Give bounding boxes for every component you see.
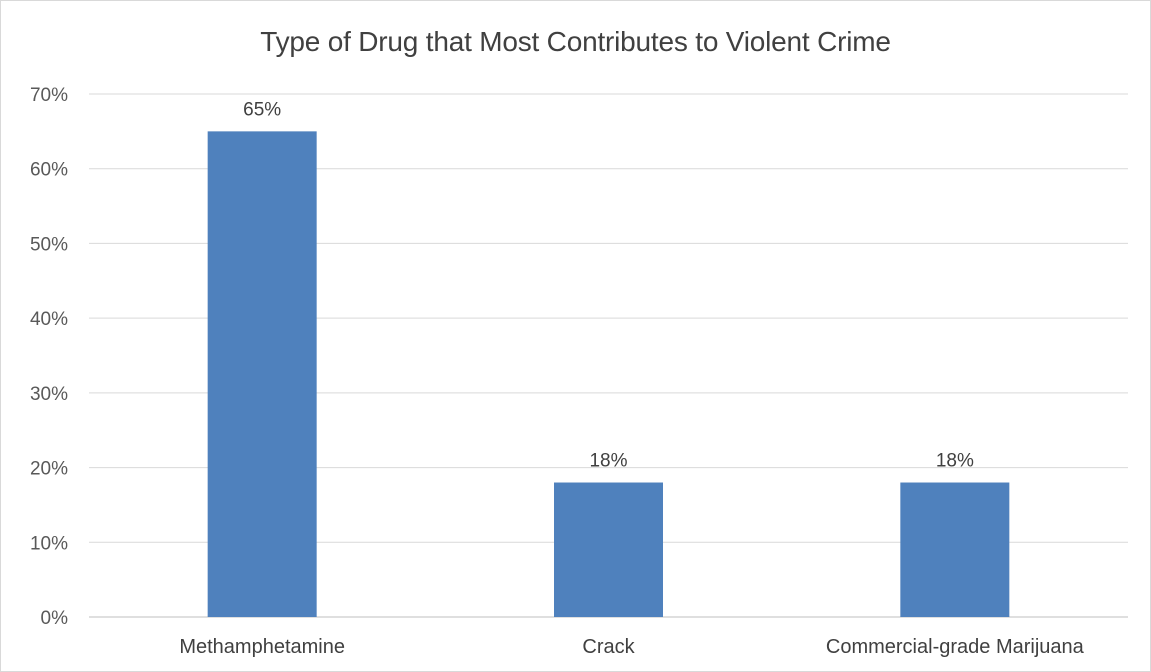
category-label: Methamphetamine (179, 636, 345, 658)
data-label: 65% (243, 99, 281, 120)
chart-title: Type of Drug that Most Contributes to Vi… (260, 26, 891, 57)
y-tick-label: 60% (30, 160, 68, 181)
x-axis-categories: Methamphetamine Crack Commercial-grade Mar… (179, 636, 1084, 658)
y-tick-label: 10% (30, 533, 68, 554)
data-labels: 65% 18% 18% (243, 99, 974, 471)
y-axis-ticks: 0% 10% 20% 30% 40% 50% 60% 70% (30, 85, 68, 629)
category-label: Crack (582, 636, 635, 658)
y-tick-label: 20% (30, 459, 68, 480)
data-label: 18% (589, 451, 627, 472)
y-tick-label: 70% (30, 85, 68, 106)
bars (207, 131, 1010, 617)
category-label: Commercial-grade Marijuana (826, 636, 1085, 658)
bar (900, 482, 1010, 617)
y-tick-label: 0% (41, 608, 69, 629)
y-tick-label: 30% (30, 384, 68, 405)
data-label: 18% (936, 451, 974, 472)
y-tick-label: 40% (30, 309, 68, 330)
y-tick-label: 50% (30, 234, 68, 255)
bar (207, 131, 317, 617)
bar (554, 482, 663, 617)
